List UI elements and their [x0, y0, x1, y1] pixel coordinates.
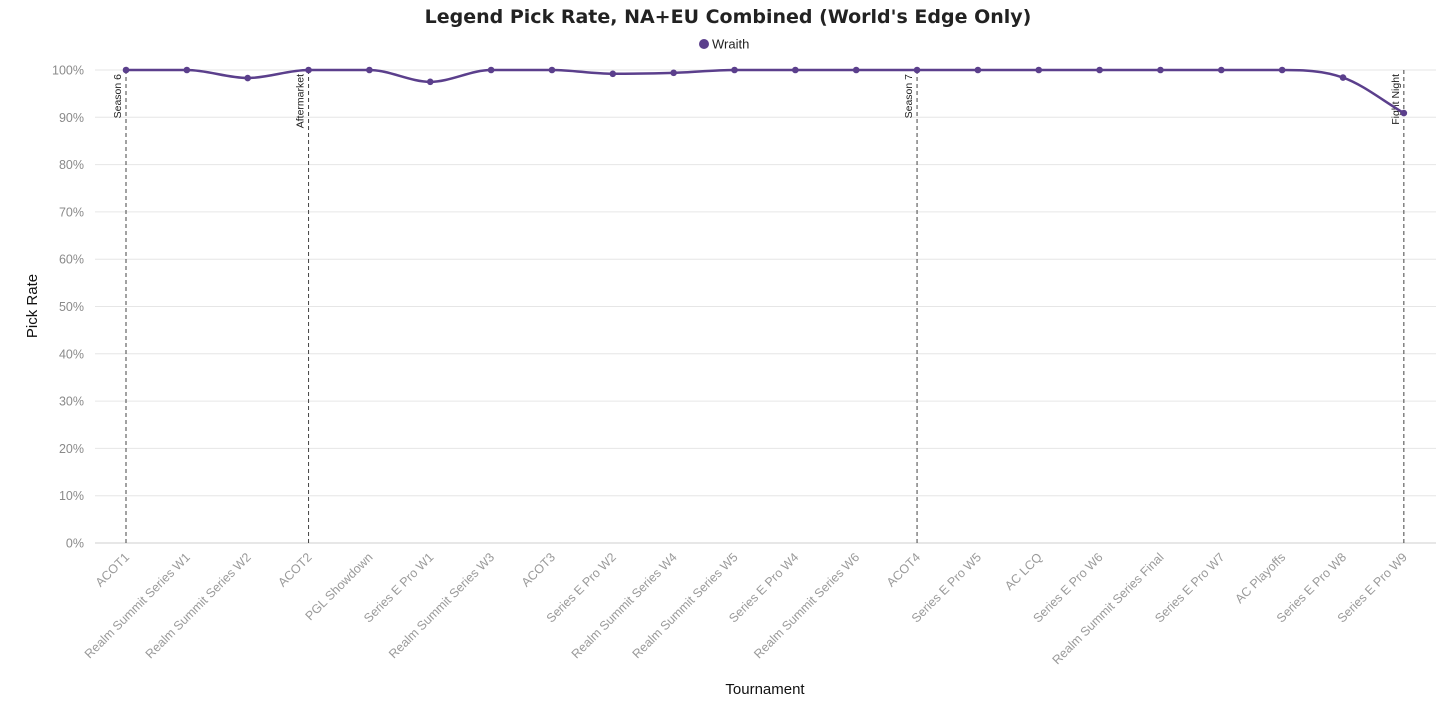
y-tick-label: 80%	[59, 158, 84, 172]
gridlines	[95, 69, 1436, 544]
data-point[interactable]	[1157, 66, 1164, 74]
event-marker-label: Aftermarket	[295, 74, 307, 128]
data-point[interactable]	[792, 66, 799, 74]
y-axis-title: Pick Rate	[24, 274, 41, 338]
legend[interactable]: Wraith	[699, 37, 749, 52]
y-tick-label: 20%	[59, 442, 84, 456]
data-point[interactable]	[366, 66, 373, 74]
data-point[interactable]	[1218, 66, 1225, 74]
x-tick-label: Realm Summit Series Final	[1050, 550, 1167, 667]
data-point[interactable]	[852, 66, 860, 74]
data-point[interactable]	[1035, 66, 1043, 74]
x-tick-label: Realm Summit Series W6	[751, 550, 862, 661]
legend-marker	[699, 39, 709, 49]
event-markers: Season 6 Aftermarket Season 7 Fight Night	[112, 70, 1405, 543]
y-tick-label: 90%	[59, 111, 84, 125]
data-point[interactable]	[183, 66, 191, 74]
data-point[interactable]	[426, 78, 434, 86]
y-tick-label: 100%	[52, 64, 84, 78]
y-tick-label: 10%	[59, 489, 84, 503]
y-tick-label: 0%	[66, 537, 84, 551]
y-tick-label: 40%	[59, 347, 84, 361]
x-tick-label: Realm Summit Series W1	[82, 550, 193, 661]
data-point[interactable]	[122, 66, 130, 74]
x-axis-title: Tournament	[725, 681, 805, 698]
data-point[interactable]	[1278, 66, 1286, 74]
data-point[interactable]	[731, 66, 738, 74]
event-marker-label: Season 7	[903, 74, 915, 119]
series-line	[126, 68, 1405, 115]
data-point[interactable]	[487, 66, 495, 74]
y-tick-label: 60%	[59, 253, 84, 267]
data-point[interactable]	[670, 69, 677, 77]
y-axis-ticks: 0% 10% 20% 30% 40% 50% 60% 70% 80% 90% 100%	[52, 64, 84, 551]
y-tick-label: 30%	[59, 395, 84, 409]
data-point[interactable]	[305, 66, 312, 74]
x-tick-label: Realm Summit Series W3	[386, 550, 497, 661]
x-tick-label: AC LCQ	[1002, 550, 1045, 593]
series-wraith[interactable]	[122, 66, 1408, 117]
x-tick-label: ACOT3	[519, 550, 558, 589]
data-point[interactable]	[1096, 66, 1103, 74]
chart-title: Legend Pick Rate, NA+EU Combined (World'…	[425, 6, 1032, 28]
event-marker-label: Fight Night	[1390, 74, 1402, 125]
legend-label: Wraith	[712, 37, 749, 52]
event-marker-label: Season 6	[112, 74, 124, 119]
x-tick-label: ACOT2	[275, 550, 314, 589]
data-point[interactable]	[1400, 109, 1408, 117]
x-tick-label: AC Playoffs	[1232, 550, 1288, 606]
x-tick-label: Realm Summit Series W2	[143, 550, 254, 661]
y-tick-label: 70%	[59, 205, 84, 219]
data-point[interactable]	[913, 66, 921, 74]
data-point[interactable]	[974, 66, 982, 74]
x-tick-label: Realm Summit Series W4	[569, 550, 680, 661]
data-point[interactable]	[609, 70, 617, 78]
x-tick-label: Realm Summit Series W5	[630, 550, 741, 661]
data-point[interactable]	[244, 74, 251, 82]
x-tick-label: ACOT1	[93, 550, 132, 589]
y-tick-label: 50%	[59, 300, 84, 314]
data-point[interactable]	[1339, 74, 1347, 81]
data-point[interactable]	[548, 66, 556, 74]
x-tick-label: ACOT4	[884, 550, 923, 589]
